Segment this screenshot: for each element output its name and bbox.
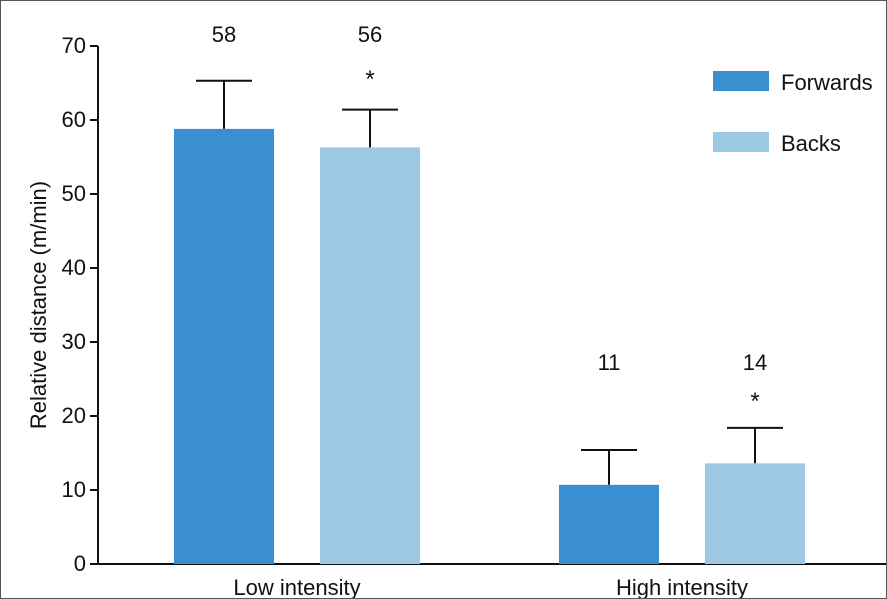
significance-marker: *: [750, 388, 759, 415]
data-label: 14: [743, 350, 767, 375]
bar-backs-1: [705, 463, 805, 564]
y-tick-label: 30: [62, 329, 86, 354]
legend-swatch-forwards: [713, 71, 769, 91]
y-tick-label: 60: [62, 107, 86, 132]
y-tick-label: 40: [62, 255, 86, 280]
x-category-label: High intensity: [616, 575, 748, 598]
y-tick-label: 0: [74, 551, 86, 576]
data-label: 58: [212, 22, 236, 47]
y-tick-label: 20: [62, 403, 86, 428]
y-tick-label: 70: [62, 33, 86, 58]
y-tick-label: 50: [62, 181, 86, 206]
data-label: 56: [358, 22, 382, 47]
bar-forwards-1: [559, 484, 659, 564]
y-axis-label: Relative distance (m/min): [26, 181, 51, 429]
significance-marker: *: [365, 66, 374, 93]
legend-label: Forwards: [781, 70, 873, 95]
legend-swatch-backs: [713, 132, 769, 152]
x-category-label: Low intensity: [233, 575, 360, 598]
bar-backs-0: [320, 147, 420, 564]
bar-forwards-0: [174, 128, 274, 564]
y-tick-label: 10: [62, 477, 86, 502]
data-label: 11: [598, 350, 621, 375]
legend-label: Backs: [781, 131, 841, 156]
